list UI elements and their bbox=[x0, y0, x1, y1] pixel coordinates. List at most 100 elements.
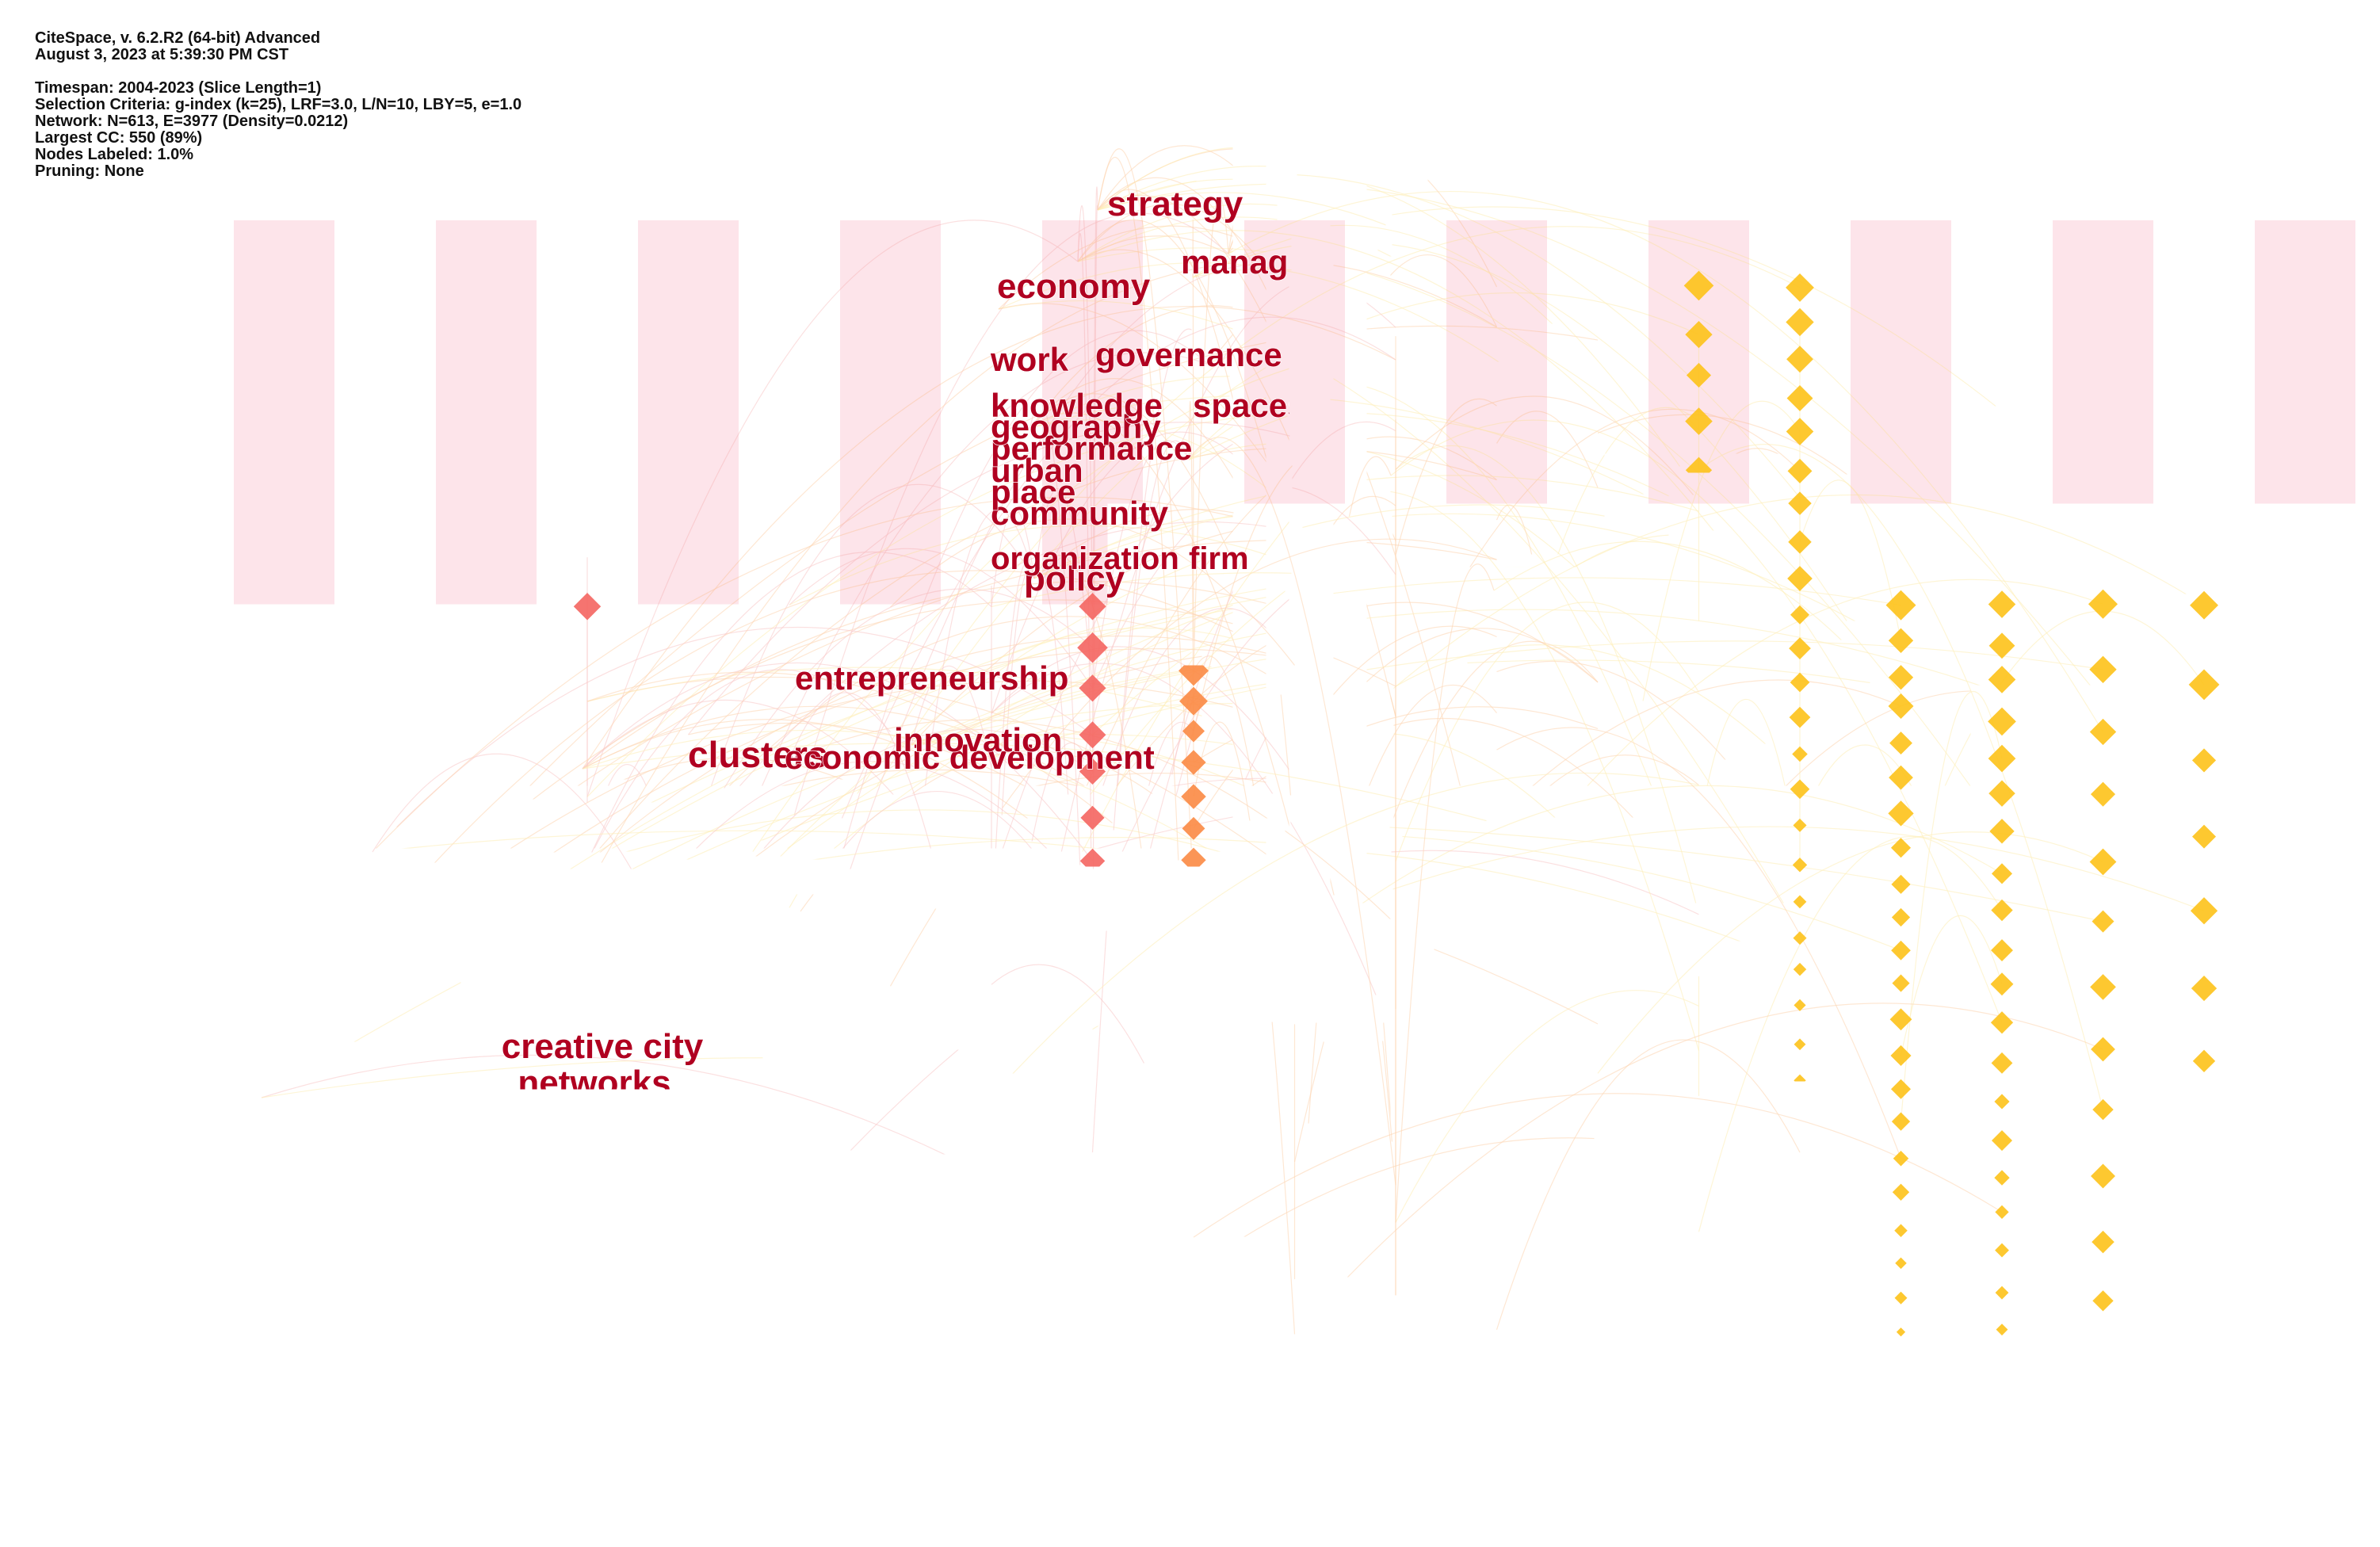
minor-keyword-node[interactable] bbox=[1794, 1110, 1806, 1122]
minor-keyword-node[interactable] bbox=[1391, 1291, 1400, 1300]
keyword-label-cultural-industry[interactable]: cultural industry bbox=[686, 838, 972, 880]
keyword-label-organization[interactable]: organization bbox=[991, 541, 1179, 576]
keyword-label-city[interactable]: city bbox=[384, 1135, 442, 1172]
minor-keyword-node[interactable] bbox=[1186, 1230, 1201, 1245]
minor-keyword-node[interactable] bbox=[1988, 780, 2015, 806]
minor-keyword-node[interactable] bbox=[1187, 1171, 1201, 1185]
minor-keyword-node[interactable] bbox=[1185, 1107, 1202, 1125]
minor-keyword-node[interactable] bbox=[2192, 825, 2216, 849]
minor-keyword-node[interactable] bbox=[1181, 784, 1205, 808]
minor-keyword-node[interactable] bbox=[1181, 848, 1205, 873]
minor-keyword-node[interactable] bbox=[1991, 972, 2014, 995]
keyword-label-cultural-economy[interactable]: cultural economy bbox=[701, 928, 991, 967]
minor-keyword-node[interactable] bbox=[1188, 1298, 1198, 1308]
keyword-label-work[interactable]: work bbox=[990, 341, 1069, 378]
keyword-label-entrepreneurship[interactable]: entrepreneurship bbox=[795, 659, 1068, 697]
minor-keyword-node[interactable] bbox=[1789, 637, 1811, 659]
minor-keyword-node[interactable] bbox=[1184, 882, 1203, 901]
minor-keyword-node[interactable] bbox=[1787, 566, 1813, 591]
minor-keyword-node[interactable] bbox=[1389, 930, 1402, 943]
minor-keyword-node[interactable] bbox=[1988, 590, 2016, 618]
minor-keyword-node[interactable] bbox=[777, 1205, 802, 1230]
minor-keyword-node[interactable] bbox=[1591, 1162, 1603, 1174]
minor-keyword-node[interactable] bbox=[1786, 273, 1814, 302]
minor-keyword-node[interactable] bbox=[1591, 1310, 1605, 1324]
timezone-network-canvas[interactable]: cultureindustrygrowthcitycreative city ne… bbox=[0, 0, 2380, 1543]
minor-keyword-node[interactable] bbox=[2192, 1204, 2216, 1228]
minor-keyword-node[interactable] bbox=[1786, 346, 1813, 372]
legend-year-2022: 2022 bbox=[27, 899, 196, 917]
minor-keyword-node[interactable] bbox=[1183, 975, 1203, 995]
keyword-label-strategy[interactable]: strategy bbox=[1107, 185, 1243, 223]
keyword-label-spaces[interactable]: spaces bbox=[1193, 387, 1305, 424]
minor-keyword-node[interactable] bbox=[1585, 476, 1610, 500]
minor-keyword-node[interactable] bbox=[2192, 1129, 2216, 1153]
minor-keyword-node[interactable] bbox=[1992, 863, 2012, 884]
minor-keyword-node[interactable] bbox=[577, 1261, 598, 1282]
keyword-label-management[interactable]: management bbox=[1181, 243, 1386, 281]
minor-keyword-node[interactable] bbox=[2194, 1278, 2214, 1299]
minor-keyword-node[interactable] bbox=[1383, 529, 1408, 554]
minor-keyword-node[interactable] bbox=[1796, 1328, 1804, 1336]
minor-keyword-node[interactable] bbox=[1392, 1253, 1399, 1259]
minor-keyword-node[interactable] bbox=[1797, 1185, 1803, 1191]
minor-keyword-node[interactable] bbox=[1389, 1075, 1403, 1088]
minor-keyword-node[interactable] bbox=[1994, 1170, 2009, 1185]
minor-keyword-node[interactable] bbox=[1587, 865, 1609, 887]
minor-keyword-node[interactable] bbox=[1991, 939, 2013, 961]
minor-keyword-node[interactable] bbox=[1792, 747, 1808, 762]
keyword-label-governance[interactable]: governance bbox=[1095, 336, 1282, 373]
minor-keyword-node[interactable] bbox=[1995, 1205, 2008, 1219]
minor-keyword-node[interactable] bbox=[1994, 1094, 2009, 1109]
nodes-labeled-text: Nodes Labeled: 1.0% bbox=[35, 147, 521, 163]
minor-keyword-node[interactable] bbox=[1591, 1211, 1603, 1223]
minor-keyword-node[interactable] bbox=[576, 1167, 598, 1190]
keyword-label-culture[interactable]: culture bbox=[284, 1331, 395, 1369]
minor-keyword-node[interactable] bbox=[1587, 813, 1609, 835]
minor-keyword-node[interactable] bbox=[1996, 1324, 2008, 1335]
minor-keyword-node[interactable] bbox=[1787, 385, 1813, 411]
minor-keyword-node[interactable] bbox=[1793, 819, 1806, 832]
keyword-label-knowledge[interactable]: knowledge bbox=[991, 387, 1163, 424]
keyword-label-firm[interactable]: firm bbox=[1189, 541, 1249, 576]
minor-keyword-node[interactable] bbox=[1786, 418, 1814, 445]
minor-keyword-node[interactable] bbox=[1790, 707, 1811, 728]
minor-keyword-node[interactable] bbox=[1388, 962, 1404, 978]
minor-keyword-node[interactable] bbox=[1996, 1286, 2009, 1300]
minor-keyword-node[interactable] bbox=[1583, 369, 1611, 397]
minor-keyword-node[interactable] bbox=[1794, 1075, 1805, 1087]
minor-keyword-node[interactable] bbox=[2193, 1050, 2215, 1072]
minor-keyword-node[interactable] bbox=[981, 1194, 1003, 1215]
minor-keyword-node[interactable] bbox=[1794, 963, 1806, 976]
minor-keyword-node[interactable] bbox=[1992, 1052, 2013, 1074]
minor-keyword-node[interactable] bbox=[980, 974, 1002, 995]
minor-keyword-node[interactable] bbox=[1190, 1328, 1198, 1336]
minor-keyword-node[interactable] bbox=[1392, 1219, 1400, 1227]
minor-keyword-node[interactable] bbox=[1786, 308, 1813, 336]
minor-keyword-node[interactable] bbox=[1185, 1008, 1202, 1026]
minor-keyword-node[interactable] bbox=[1989, 819, 2014, 843]
minor-keyword-node[interactable] bbox=[2192, 748, 2216, 772]
minor-keyword-node[interactable] bbox=[1797, 1294, 1803, 1301]
minor-keyword-node[interactable] bbox=[1793, 858, 1807, 872]
minor-keyword-node[interactable] bbox=[1389, 1002, 1403, 1016]
minor-keyword-node[interactable] bbox=[1788, 491, 1811, 514]
minor-keyword-node[interactable] bbox=[1591, 964, 1606, 980]
minor-keyword-node[interactable] bbox=[982, 1245, 1001, 1264]
minor-keyword-node[interactable] bbox=[2191, 897, 2218, 924]
minor-keyword-node[interactable] bbox=[1179, 655, 1209, 686]
minor-keyword-node[interactable] bbox=[775, 591, 803, 619]
keyword-label-economy[interactable]: economy bbox=[997, 267, 1151, 306]
keyword-label-innovation[interactable]: innovation bbox=[894, 721, 1062, 758]
minor-keyword-node[interactable] bbox=[2189, 670, 2220, 701]
minor-keyword-node[interactable] bbox=[1988, 708, 2016, 736]
keyword-label-growth[interactable]: growth bbox=[384, 1178, 495, 1216]
minor-keyword-node[interactable] bbox=[1382, 346, 1408, 372]
minor-keyword-node[interactable] bbox=[1995, 1243, 2009, 1258]
minor-keyword-node[interactable] bbox=[1992, 1130, 2012, 1151]
minor-keyword-node[interactable] bbox=[1796, 1148, 1805, 1157]
minor-keyword-node[interactable] bbox=[982, 1302, 1000, 1320]
minor-keyword-node[interactable] bbox=[2191, 976, 2217, 1001]
keyword-label-creative-cities[interactable]: creative cities bbox=[586, 800, 807, 838]
minor-keyword-node[interactable] bbox=[2190, 591, 2218, 620]
